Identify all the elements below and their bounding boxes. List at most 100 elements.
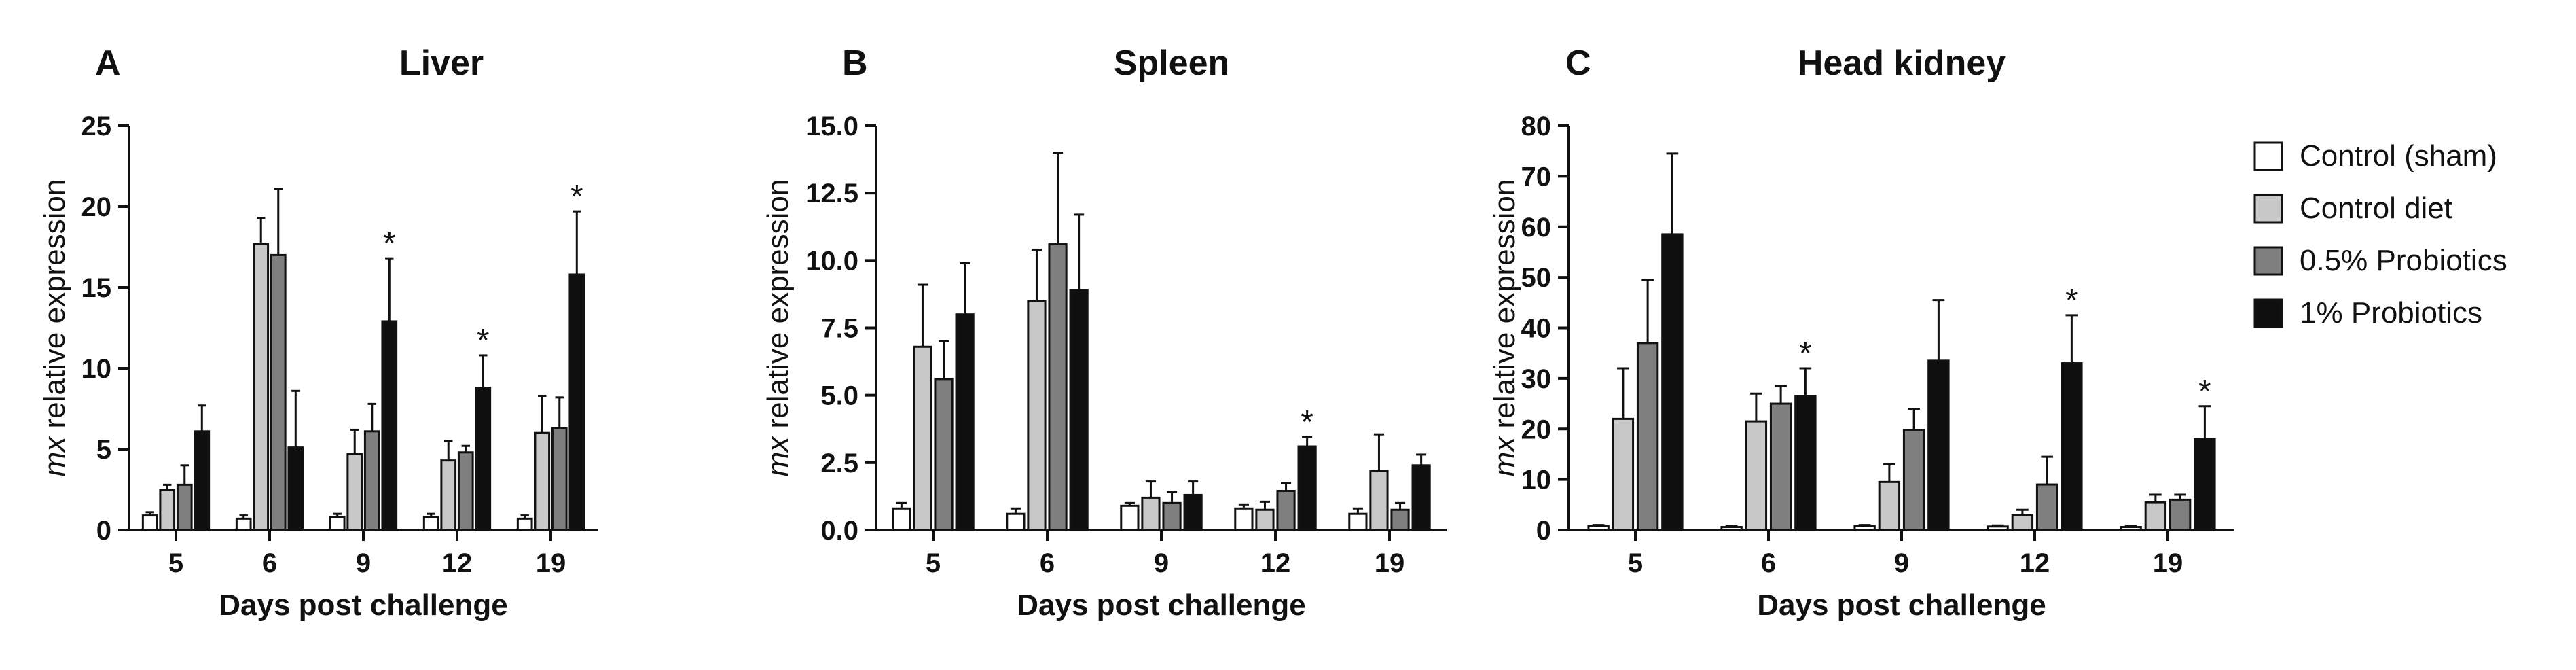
bar [1069, 289, 1089, 531]
x-tick-label: 6 [1761, 548, 1776, 578]
significance-star: * [2065, 283, 2078, 319]
bar [1276, 489, 1296, 531]
bar [270, 253, 287, 531]
chart-title: Spleen [1114, 43, 1230, 83]
bar [1794, 395, 1817, 531]
legend-label: Control (sham) [2300, 139, 2497, 173]
y-tick-label: 50 [1521, 263, 1552, 293]
y-axis-label-gene: mx [1488, 436, 1521, 477]
y-tick-label: 5 [96, 435, 111, 465]
bar [159, 489, 176, 531]
y-tick-label: 10.0 [805, 246, 858, 276]
bar [1390, 508, 1410, 531]
x-axis-label: Days post challenge [219, 588, 507, 622]
legend-label: Control diet [2300, 192, 2452, 225]
panel-c: C Head kidney 0 10 20 30 40 50 60 70 80 mx relative… [1488, 43, 2234, 622]
bar [1006, 512, 1026, 531]
bar [1927, 359, 1950, 531]
legend: Control (sham) Control diet 0.5% Probiotic… [2253, 139, 2507, 330]
panel-letter: B [842, 43, 868, 83]
bar [568, 273, 585, 531]
legend-swatch [2253, 141, 2283, 171]
y-tick-label: 20 [1521, 415, 1552, 444]
bar [363, 430, 380, 531]
bar [346, 453, 363, 531]
x-tick-label: 6 [262, 548, 277, 578]
y-axis-label: mx relative expression [38, 179, 71, 477]
y-tick-label: 0.0 [820, 516, 858, 546]
bar [2035, 483, 2058, 531]
x-tick-label: 5 [1628, 548, 1643, 578]
significance-star: * [570, 179, 583, 215]
panel-a: A Liver 0 5 10 15 20 25 mx relative expression 5 6… [38, 43, 598, 622]
bar [440, 459, 457, 531]
x-tick-label: 5 [926, 548, 941, 578]
significance-star: * [383, 226, 396, 262]
bar [913, 345, 932, 531]
y-tick-label: 5.0 [820, 381, 858, 411]
y-tick-label: 30 [1521, 364, 1552, 394]
y-tick-label: 60 [1521, 213, 1552, 243]
x-tick-label: 9 [1894, 548, 1909, 578]
panel-letter: A [95, 43, 121, 83]
y-axis-label-rest: relative expression [761, 179, 795, 437]
y-tick-label: 12.5 [805, 179, 858, 209]
legend-label: 0.5% Probiotics [2300, 244, 2507, 277]
bar [1048, 243, 1068, 531]
bar [475, 387, 492, 531]
bar [1636, 342, 1659, 531]
bar [1612, 417, 1635, 531]
x-tick-label: 12 [442, 548, 473, 578]
bar [422, 516, 439, 531]
y-tick-label: 70 [1521, 162, 1552, 192]
legend-swatch [2253, 194, 2283, 224]
y-tick-label: 0 [1536, 516, 1551, 546]
bar [1027, 300, 1047, 531]
bar [1769, 402, 1792, 531]
x-axis-label: Days post challenge [1757, 588, 2046, 622]
y-axis-label-gene: mx [761, 436, 795, 477]
significance-star: * [477, 323, 490, 359]
y-tick-label: 40 [1521, 314, 1552, 344]
y-tick-label: 0 [96, 516, 111, 546]
bar [1720, 526, 1743, 531]
y-tick-label: 10 [1521, 465, 1552, 495]
bar [329, 516, 346, 531]
bar [2144, 501, 2167, 531]
x-tick-label: 6 [1040, 548, 1055, 578]
x-tick-label: 9 [1154, 548, 1169, 578]
y-tick-label: 15.0 [805, 111, 858, 141]
x-axis-label: Days post challenge [1017, 588, 1305, 622]
bar [2169, 498, 2192, 531]
legend-label: 1% Probiotics [2300, 296, 2482, 330]
bar [516, 517, 533, 531]
y-tick-label: 7.5 [820, 314, 858, 344]
chart-title: Liver [399, 43, 484, 83]
significance-star: * [2198, 374, 2211, 410]
bar [1162, 501, 1182, 531]
bar [194, 430, 211, 531]
bar [1902, 429, 1925, 531]
x-tick-label: 19 [1375, 548, 1405, 578]
legend-swatch [2253, 298, 2283, 328]
significance-star: * [1799, 336, 1812, 372]
bar [2011, 514, 2034, 531]
bar [1120, 504, 1140, 531]
bar [1745, 420, 1768, 531]
significance-star: * [1301, 404, 1313, 440]
y-tick-label: 10 [81, 354, 112, 384]
bar [1183, 493, 1203, 531]
bar [1853, 525, 1876, 531]
chart-panels: A Liver 0 5 10 15 20 25 mx relative expression 5 6… [38, 43, 2234, 622]
bar [1234, 507, 1254, 531]
bar [1348, 512, 1368, 531]
panel-letter: C [1565, 43, 1591, 83]
y-axis-label: mx relative expression [761, 179, 795, 477]
bar [1369, 470, 1389, 531]
bar [1878, 480, 1901, 531]
bar [1141, 496, 1161, 531]
y-tick-label: 80 [1521, 111, 1552, 141]
bar [892, 507, 911, 531]
y-axis-label-rest: relative expression [1488, 179, 1521, 437]
